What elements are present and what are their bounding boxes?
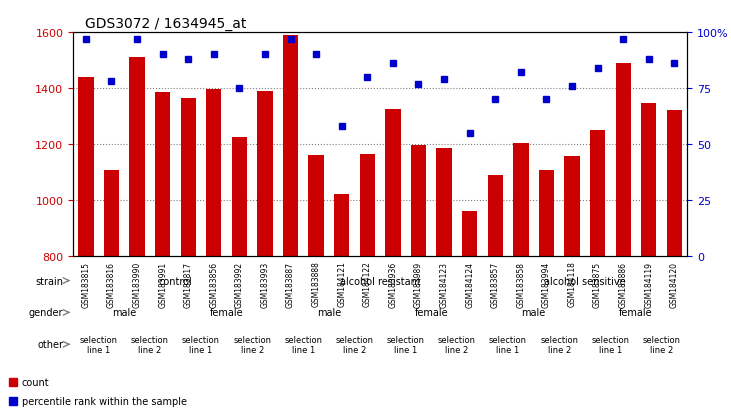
Bar [488,175,503,256]
Bar [206,90,221,256]
Text: selection
line 2: selection line 2 [336,335,374,354]
Bar [385,110,401,256]
Bar [104,171,119,256]
Text: male: male [112,308,137,318]
Text: selection
line 1: selection line 1 [284,335,322,354]
Text: selection
line 2: selection line 2 [233,335,271,354]
Text: alcohol sensitive: alcohol sensitive [544,276,626,286]
Text: female: female [619,308,653,318]
Text: other: other [37,339,64,349]
Bar [667,111,682,256]
Bar [462,211,477,256]
Text: GDS3072 / 1634945_at: GDS3072 / 1634945_at [86,17,247,31]
Bar [513,143,529,256]
Bar [308,156,324,256]
Bar [232,138,247,256]
Bar [155,93,170,256]
Text: male: male [317,308,341,318]
Text: control: control [159,276,192,286]
Bar [181,99,196,256]
Bar [334,195,349,256]
Text: percentile rank within the sample: percentile rank within the sample [22,396,187,406]
Bar [257,92,273,256]
Bar [411,146,426,256]
Bar [436,149,452,256]
Text: selection
line 2: selection line 2 [540,335,578,354]
Text: female: female [210,308,243,318]
Bar [129,58,145,256]
Text: selection
line 1: selection line 1 [489,335,527,354]
Text: selection
line 1: selection line 1 [80,335,118,354]
Text: alcohol resistant: alcohol resistant [340,276,420,286]
Text: selection
line 1: selection line 1 [182,335,220,354]
Text: strain: strain [35,276,64,286]
Text: selection
line 2: selection line 2 [131,335,169,354]
Bar [641,104,656,256]
Bar [360,154,375,256]
Text: selection
line 2: selection line 2 [438,335,476,354]
Text: female: female [414,308,448,318]
Bar [616,64,631,256]
Bar [539,171,554,256]
Bar [590,131,605,256]
Text: selection
line 1: selection line 1 [387,335,425,354]
Text: selection
line 2: selection line 2 [643,335,681,354]
Bar [78,78,94,256]
Text: selection
line 1: selection line 1 [591,335,629,354]
Text: gender: gender [29,308,64,318]
Bar [283,36,298,256]
Text: male: male [521,308,546,318]
Text: count: count [22,377,50,387]
Bar [564,157,580,256]
